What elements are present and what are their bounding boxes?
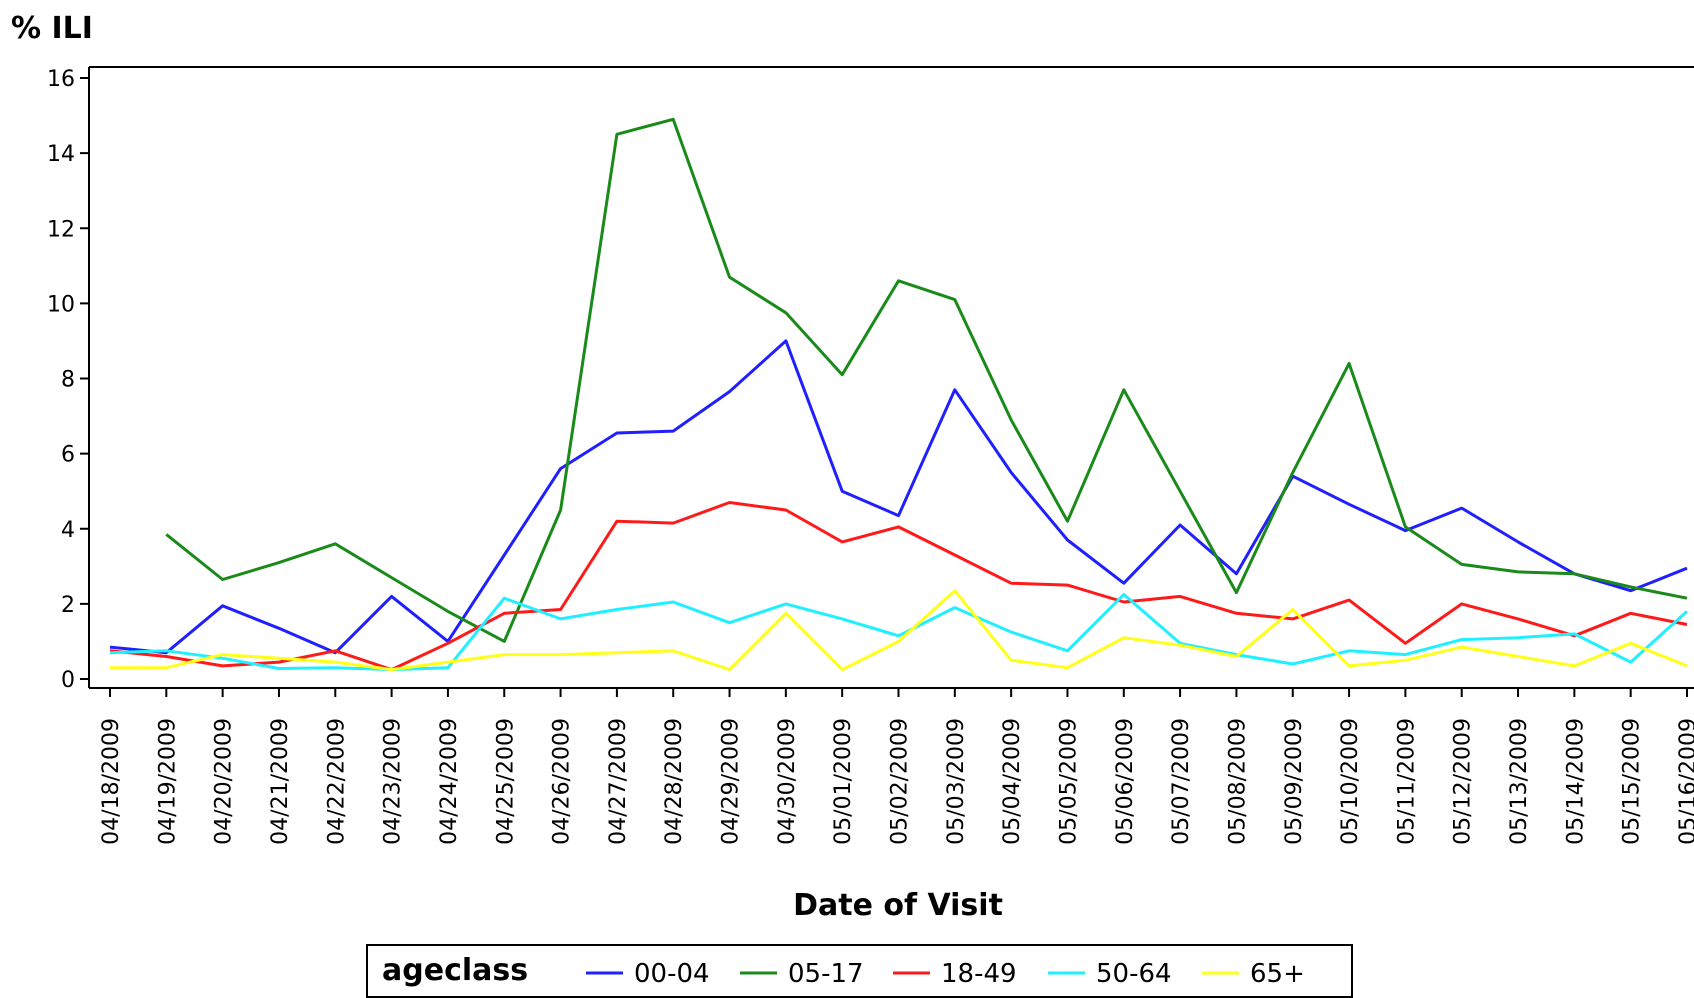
y-tick-label: 12 — [47, 217, 75, 242]
x-tick-label: 04/28/2009 — [662, 718, 687, 845]
x-tick-label: 04/30/2009 — [775, 718, 800, 845]
x-tick-label: 05/02/2009 — [888, 718, 913, 845]
x-tick-label: 05/14/2009 — [1563, 718, 1588, 845]
y-tick-label: 2 — [61, 593, 75, 618]
legend-label: 50-64 — [1096, 959, 1172, 989]
y-tick-label: 14 — [47, 142, 75, 167]
x-tick-label: 04/26/2009 — [550, 718, 575, 845]
series-line — [109, 593, 1689, 672]
legend-label: 18-49 — [941, 959, 1017, 989]
x-tick-label: 04/20/2009 — [212, 718, 237, 845]
legend-label: 65+ — [1250, 959, 1305, 989]
y-tick-label: 4 — [61, 518, 75, 543]
y-tick-label: 6 — [61, 443, 75, 468]
y-tick-label: 8 — [61, 368, 75, 393]
x-tick-label: 04/29/2009 — [719, 718, 744, 845]
x-tick-label: 05/15/2009 — [1620, 718, 1645, 845]
x-tick-label: 05/07/2009 — [1169, 718, 1194, 845]
x-tick-label: 05/10/2009 — [1338, 718, 1363, 845]
y-tick-label: 10 — [47, 292, 75, 317]
x-tick-label: 04/24/2009 — [437, 718, 462, 845]
x-tick-label: 05/04/2009 — [1000, 718, 1025, 845]
x-tick-label: 05/12/2009 — [1451, 718, 1476, 845]
x-tick-label: 04/19/2009 — [155, 718, 180, 845]
series-line — [109, 501, 1688, 672]
x-tick-label: 05/09/2009 — [1282, 718, 1307, 845]
x-axis-label: Date of Visit — [793, 888, 1003, 923]
x-tick-label: 04/27/2009 — [606, 718, 631, 845]
x-tick-label: 05/13/2009 — [1507, 718, 1532, 845]
x-tick-label: 05/03/2009 — [944, 718, 969, 845]
x-tick-label: 04/21/2009 — [268, 718, 293, 845]
y-axis-label: % ILI — [11, 11, 93, 46]
series-line — [110, 589, 1688, 672]
x-tick-label: 04/25/2009 — [493, 718, 518, 845]
series-line — [109, 339, 1688, 655]
legend-label: 05-17 — [788, 959, 864, 989]
x-tick-label: 05/08/2009 — [1225, 718, 1250, 845]
x-tick-label: 04/18/2009 — [99, 718, 124, 845]
x-tick-label: 04/23/2009 — [381, 718, 406, 845]
x-tick-label: 05/06/2009 — [1113, 718, 1138, 845]
series-line — [165, 117, 1688, 643]
x-tick-label: 04/22/2009 — [324, 718, 349, 845]
x-tick-label: 05/05/2009 — [1056, 718, 1081, 845]
x-tick-label: 05/16/2009 — [1676, 718, 1694, 845]
y-tick-label: 16 — [47, 67, 75, 92]
legend-box — [366, 944, 1353, 998]
x-tick-label: 05/01/2009 — [831, 718, 856, 845]
x-tick-label: 05/11/2009 — [1394, 718, 1419, 845]
y-tick-label: 0 — [61, 668, 75, 693]
legend-title: ageclass — [382, 953, 528, 988]
legend-label: 00-04 — [634, 959, 710, 989]
